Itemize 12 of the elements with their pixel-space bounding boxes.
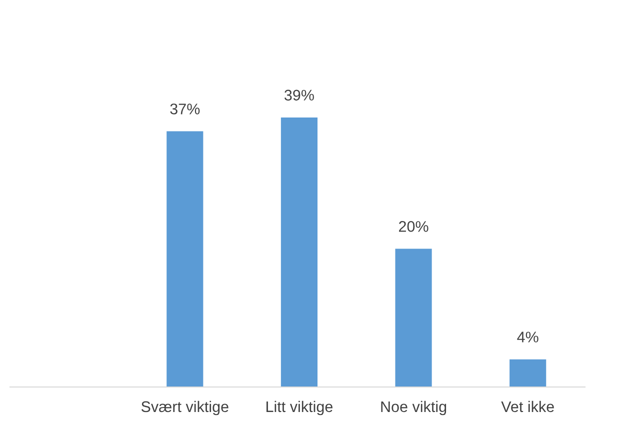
x-tick-label: Litt viktige: [266, 400, 332, 416]
bar: [166, 131, 204, 387]
bar: [395, 248, 432, 387]
data-label: 39%: [284, 90, 314, 101]
data-label: 4%: [517, 332, 538, 342]
x-tick-label: Vet ikke: [501, 400, 554, 412]
bar: [510, 359, 546, 387]
bar: [280, 117, 318, 387]
data-label: 20%: [399, 221, 428, 232]
x-tick-label: Svært viktige: [141, 400, 228, 416]
x-tick-label: Noe viktig: [381, 400, 446, 416]
data-label: 37%: [170, 104, 200, 114]
